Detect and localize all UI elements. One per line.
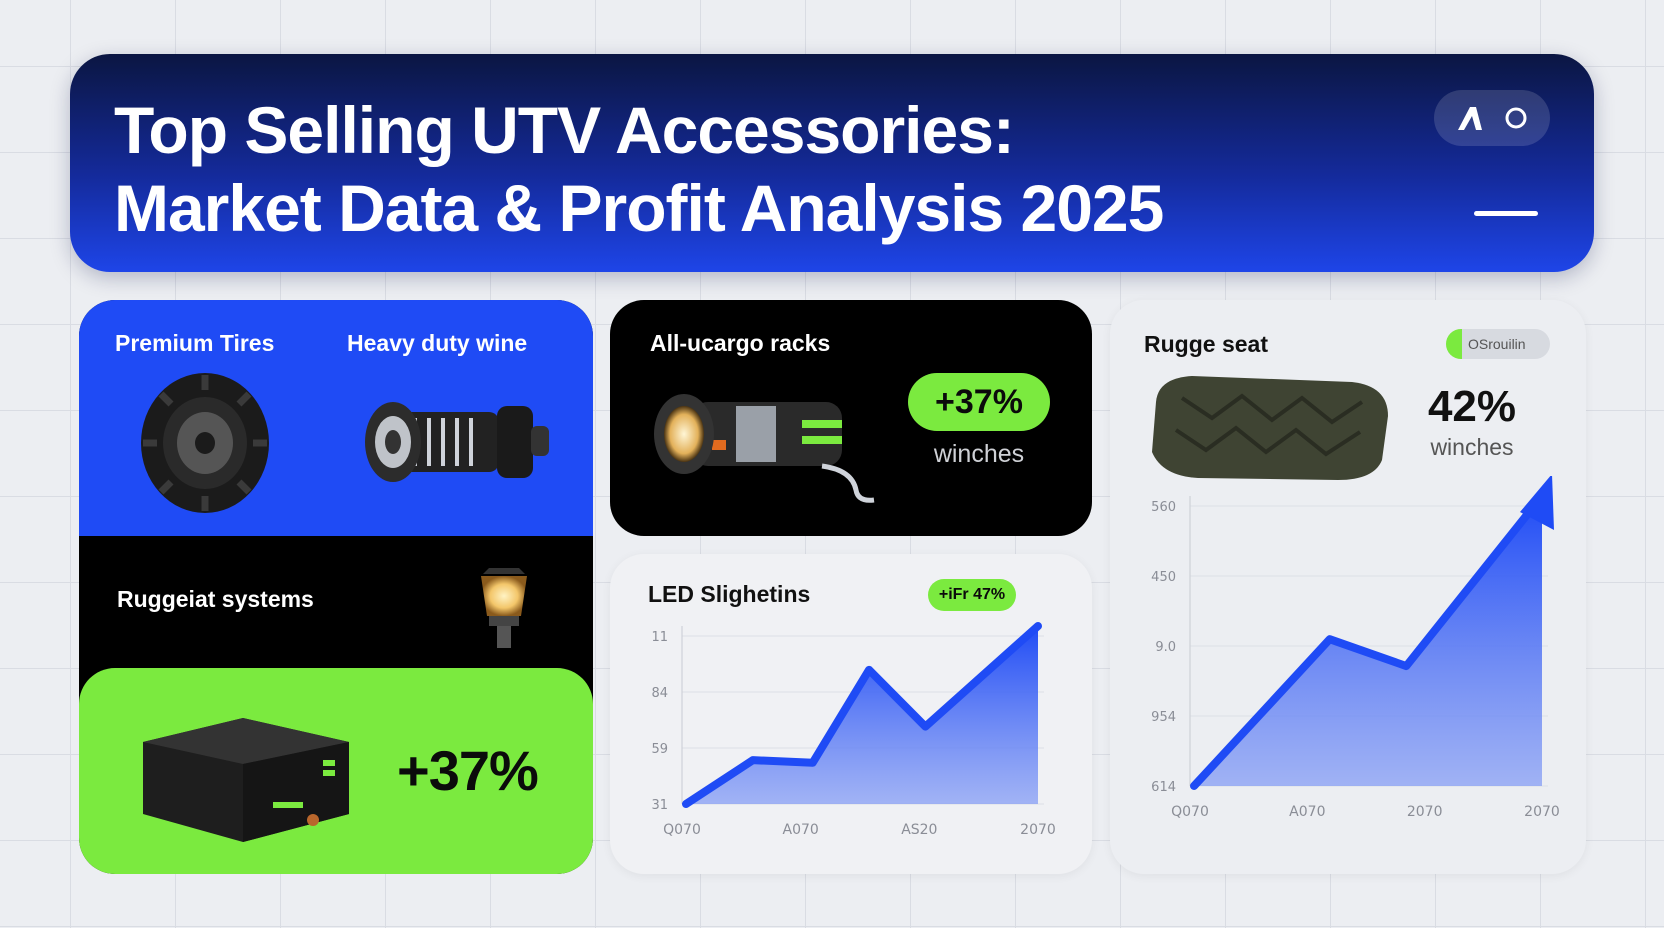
toggle-label: OSrouilin (1468, 336, 1526, 352)
toggle-knob (1446, 329, 1462, 359)
led-chart-y-tick: 84 (651, 686, 668, 701)
led-chart-y-tick: 59 (651, 742, 668, 757)
cargo-racks-sub: winches (933, 440, 1025, 468)
cargo-racks-title: All-ucargo racks (650, 330, 831, 356)
premium-tires-label: Premium Tires (115, 330, 275, 356)
led-card: LED Slighetins +iFr 47% 11 84 59 31 Q070 A070… (610, 554, 1092, 874)
seat-chart-series-line (1190, 492, 1546, 790)
seat-big-value: 42% (1427, 382, 1517, 431)
seat-chart-x-tick: A070 (1289, 804, 1325, 820)
seat-title: Rugge seat (1144, 331, 1268, 357)
minimize-icon[interactable] (1474, 211, 1538, 216)
seat-chart-y-tick: 560 (1151, 500, 1176, 515)
seat-chart-y-tick: 954 (1151, 710, 1176, 725)
growth-section: +37% (79, 668, 593, 874)
seat-cushion-icon (1152, 376, 1388, 480)
toolbox-icon (143, 718, 349, 842)
cargo-racks-badge: +37% (908, 373, 1050, 431)
led-chart-series-area (686, 626, 1038, 804)
winch-icon (365, 402, 549, 482)
page-title-line-1: Top Selling UTV Accessories: (114, 93, 1015, 167)
page-title-line-2: Market Data & Profit Analysis 2025 (114, 171, 1164, 245)
header-banner: Top Selling UTV Accessories: Market Data… (70, 54, 1594, 272)
seat-chart-arrow-head (1520, 476, 1554, 530)
logo-icon[interactable] (1456, 104, 1486, 132)
tires-winch-section: Premium Tires Heavy duty wine (79, 300, 593, 536)
seat-chart-series-area (1194, 496, 1542, 786)
led-chart-x-tick: 2070 (1020, 822, 1056, 838)
led-chart-x-tick: AS20 (901, 822, 937, 838)
led-badge: +iFr 47% (928, 579, 1016, 611)
seat-chart: 560 450 9.0 954 614 Q070 A070 2070 2070 (1151, 476, 1560, 820)
seat-chart-x-tick: Q070 (1171, 804, 1209, 820)
cargo-racks-card: All-ucargo racks +37% winches (610, 300, 1092, 536)
systems-label: Ruggeiat systems (117, 586, 314, 612)
seat-chart-y-tick: 9.0 (1155, 640, 1176, 655)
led-chart-y-tick: 11 (651, 630, 668, 645)
led-chart-y-tick: 31 (651, 798, 668, 813)
led-chart-series-line (682, 622, 1042, 808)
circle-icon[interactable] (1504, 106, 1528, 130)
seat-sub: winches (1430, 434, 1514, 460)
tire-icon (141, 373, 269, 513)
rugged-seat-card: Rugge seat OSrouilin 42% winches 560 450 9… (1110, 300, 1586, 874)
led-title: LED Slighetins (648, 581, 811, 607)
left-panel: Premium Tires Heavy duty wine (79, 300, 593, 874)
led-chart: 11 84 59 31 Q070 A070 AS20 2070 (651, 622, 1056, 838)
led-chart-x-tick: A070 (783, 822, 819, 838)
seat-chart-x-tick: 2070 (1407, 804, 1443, 820)
seat-chart-y-tick: 614 (1151, 780, 1176, 795)
header-controls (1434, 90, 1550, 146)
led-chart-x-tick: Q070 (663, 822, 701, 838)
seat-chart-y-tick: 450 (1151, 570, 1176, 585)
systems-section: Ruggeiat systems (79, 536, 593, 668)
lamp-icon (481, 568, 527, 648)
seat-toggle[interactable]: OSrouilin (1446, 329, 1550, 359)
light-bar-icon (654, 394, 875, 503)
seat-chart-x-tick: 2070 (1524, 804, 1560, 820)
growth-value: +37% (397, 739, 539, 802)
heavy-duty-label: Heavy duty wine (347, 330, 528, 356)
